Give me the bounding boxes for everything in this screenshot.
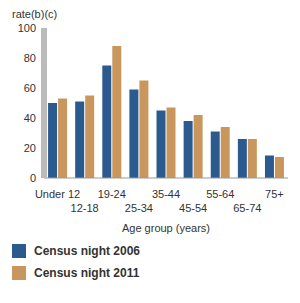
svg-text:0: 0 [30,172,36,184]
svg-text:75+: 75+ [265,188,284,200]
svg-text:40: 40 [24,112,36,124]
svg-text:Age group (years): Age group (years) [122,222,210,234]
svg-text:19-24: 19-24 [98,188,126,200]
svg-text:60: 60 [24,82,36,94]
svg-text:12-18: 12-18 [71,202,99,214]
svg-text:100: 100 [18,22,36,34]
svg-text:Under 12: Under 12 [35,188,80,200]
html-text:Census night 2006: Census night 2006 [34,244,140,258]
svg-text:55-64: 55-64 [206,188,234,200]
svg-text:65-74: 65-74 [233,202,261,214]
svg-text:25-34: 25-34 [125,202,153,214]
html-text:rate(b)(c): rate(b)(c) [12,8,58,20]
svg-text:45-54: 45-54 [179,202,207,214]
html-text:Census night 2011: Census night 2011 [34,266,140,280]
svg-text:80: 80 [24,52,36,64]
svg-text:20: 20 [24,142,36,154]
svg-text:35-44: 35-44 [152,188,180,200]
